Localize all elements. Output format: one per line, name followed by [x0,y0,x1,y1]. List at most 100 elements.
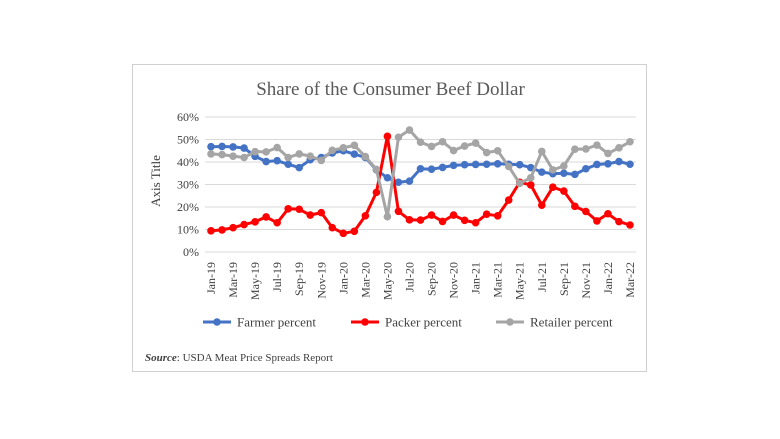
data-point [350,150,359,158]
data-point [493,146,502,155]
data-point [317,156,326,165]
x-tick-label: Mar-19 [226,262,240,298]
data-point [560,162,568,170]
data-point [571,170,579,179]
data-point [416,216,425,224]
source-label: Source [145,352,177,364]
data-point [383,212,392,221]
data-point [626,221,634,229]
data-point [394,133,403,142]
data-point [372,165,381,174]
source-text: : USDA Meat Price Spreads Report [176,352,333,364]
x-tick-labels: Jan-19 Mar-19 May-19 Jul-19 Sep-19 Nov-19 Jan-… [204,262,637,300]
data-point [306,152,315,160]
data-point [427,142,436,151]
data-point [438,217,447,226]
data-point [471,139,480,147]
data-point [339,229,348,238]
data-point [328,223,337,232]
data-point [350,227,359,236]
data-point [207,150,215,158]
y-tick-label: 20% [177,200,199,214]
data-point [383,132,392,141]
data-point [295,163,304,172]
x-tick-label: Mar-20 [358,262,372,298]
data-point [372,188,381,197]
y-axis-title: Axis Title [148,155,163,207]
data-point [273,143,281,152]
x-tick-label: Jul-19 [270,262,284,292]
x-tick-label: Jan-22 [601,262,615,294]
x-tick-label: May-21 [513,262,527,300]
data-point [262,213,270,221]
data-point [626,160,634,169]
data-point [471,160,480,169]
data-point [317,208,326,217]
data-point [560,187,568,195]
gridlines [205,116,636,253]
chart-card: Share of the Consumer Beef Dollar Axis T… [132,64,647,372]
legend-label: Packer percent [385,315,462,330]
data-point [240,220,248,229]
data-point [427,211,436,219]
legend-marker [213,318,221,326]
data-point [593,160,601,169]
x-tick-label: Mar-22 [623,262,637,298]
data-point [504,162,513,171]
data-point [460,142,469,150]
x-tick-label: Sep-20 [425,262,439,296]
data-point [350,141,359,150]
data-point [438,137,447,146]
data-point [449,161,458,170]
data-point [339,144,348,152]
data-point [438,163,447,172]
data-point [504,196,513,204]
data-point [526,173,535,182]
series-layer [207,126,634,238]
data-point [560,169,568,178]
data-point [593,217,601,225]
data-point [615,157,623,166]
y-tick-label: 30% [177,178,199,192]
x-tick-label: Jan-20 [336,262,350,294]
data-point [537,201,546,209]
x-tick-label: Sep-21 [557,262,571,296]
data-point [273,218,281,227]
data-point [537,147,546,156]
legend-marker [506,318,514,326]
data-point [405,216,414,224]
y-tick-labels: 0% 10% 20% 30% 40% 50% 60% [177,110,199,259]
x-tick-label: May-20 [380,262,394,300]
source-note: Source: USDA Meat Price Spreads Report [145,352,333,364]
data-point [626,137,634,146]
data-point [218,226,226,234]
data-point [582,164,590,173]
chart-svg: Share of the Consumer Beef Dollar Axis T… [148,79,637,330]
data-point [571,202,579,211]
x-tick-label: Jan-21 [469,262,483,294]
data-point [460,216,469,225]
y-tick-label: 0% [183,245,199,259]
y-tick-label: 60% [177,110,199,124]
y-tick-label: 10% [177,223,199,237]
data-point [493,211,502,220]
data-point [273,156,281,165]
data-point [284,153,292,162]
data-point [604,160,612,168]
data-point [405,126,414,134]
y-tick-label: 50% [177,133,199,147]
data-point [262,148,270,156]
data-point [240,153,248,162]
data-point [361,152,370,161]
data-point [295,205,304,214]
legend-label: Retailer percent [530,315,613,330]
data-point [383,173,392,182]
data-point [537,168,546,176]
data-point [251,147,259,156]
data-point [526,181,535,189]
data-point [284,160,292,169]
data-point [593,141,601,149]
legend-label: Farmer percent [237,315,316,330]
data-point [549,166,557,174]
x-tick-label: Nov-19 [314,262,328,299]
